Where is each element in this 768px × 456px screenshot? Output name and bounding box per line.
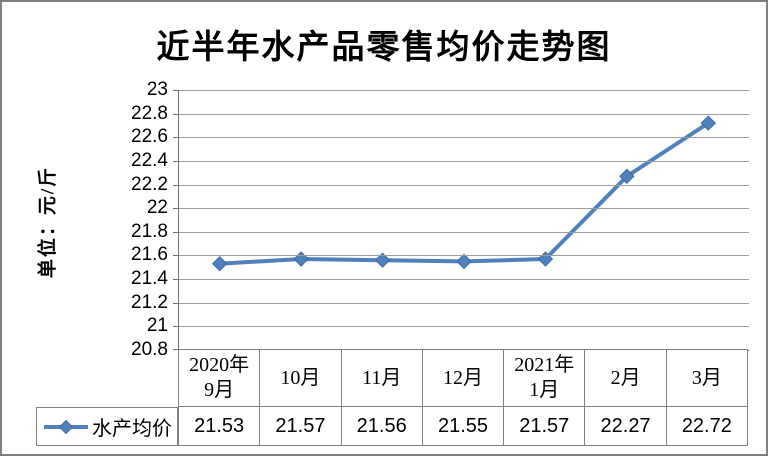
y-axis-tick-label: 21.2	[131, 291, 168, 313]
gridline	[179, 302, 749, 304]
y-axis-tick-mark	[173, 349, 179, 350]
gridline	[179, 326, 749, 328]
gridline	[179, 208, 749, 210]
y-axis-tick-label: 22	[146, 197, 168, 219]
y-axis-tick-label: 21	[146, 315, 168, 337]
table-header-cell: 12月	[422, 350, 505, 407]
legend-series-label: 水产均价	[92, 418, 172, 440]
gridline	[179, 113, 749, 115]
legend-line-marker-icon	[44, 419, 88, 434]
table-value-cell: 22.72	[666, 407, 748, 446]
table-header-cell: 2月	[585, 350, 667, 407]
y-axis-tick-label: 21.4	[131, 268, 168, 290]
gridline	[179, 184, 749, 186]
category-data-table: 2020年 9月 10月 11月 12月 2021年 1月 2月 3月 21.53 21.57 2…	[178, 349, 748, 446]
legend-cell: 水产均价	[36, 407, 178, 446]
y-axis-tick-labels: 23 22.8 22.6 22.4 22.2 22 21.8 21.6 21.4 21.2 21 20…	[2, 2, 172, 454]
gridline	[179, 231, 749, 233]
data-point-diamond-marker	[456, 253, 472, 270]
table-value-cell: 21.53	[179, 407, 261, 446]
plot-area	[173, 90, 749, 351]
gridline	[179, 137, 749, 139]
y-axis-tick-mark	[173, 279, 179, 281]
table-value-cell: 21.55	[422, 407, 505, 446]
table-value-cell: 22.27	[585, 407, 667, 446]
y-axis-tick-mark	[173, 113, 179, 115]
series-line	[219, 121, 710, 266]
price-line-series	[212, 115, 716, 272]
y-axis-tick-mark	[173, 137, 179, 139]
chart-title: 近半年水产品零售均价走势图	[156, 30, 612, 66]
table-header-cell: 2021年 1月	[504, 350, 586, 407]
y-axis-tick-mark	[173, 302, 179, 304]
y-axis-tick-label: 22.6	[131, 126, 168, 148]
table-header-cell: 3月	[666, 350, 748, 407]
y-axis-tick-mark	[173, 326, 179, 328]
y-axis-tick-mark	[173, 208, 179, 210]
y-axis-tick-label: 21.6	[131, 244, 168, 266]
table-header-cell: 10月	[260, 350, 342, 407]
y-axis-tick-label: 22.8	[131, 102, 168, 124]
y-axis-tick-label: 22.4	[131, 149, 168, 171]
table-header-cell: 2020年 9月	[179, 350, 261, 407]
y-axis-tick-mark	[173, 231, 179, 233]
table-value-cell: 21.57	[260, 407, 342, 446]
y-axis-tick-mark	[173, 184, 179, 186]
data-point-diamond-marker	[619, 168, 635, 184]
y-axis-tick-mark	[173, 160, 179, 162]
data-point-diamond-marker	[374, 252, 391, 268]
gridline	[179, 255, 749, 257]
y-axis-tick-mark	[173, 255, 179, 257]
y-axis-tick-mark	[173, 90, 179, 91]
y-axis-tick-label: 23	[146, 79, 168, 100]
table-value-cell: 21.56	[341, 407, 423, 446]
gridline	[179, 160, 749, 162]
table-value-cell: 21.57	[504, 407, 586, 446]
table-header-cell: 11月	[341, 350, 423, 407]
data-point-diamond-marker	[293, 251, 309, 267]
y-axis-tick-label: 21.8	[131, 220, 168, 242]
y-axis-tick-label: 22.2	[131, 173, 168, 195]
gridline	[179, 279, 749, 281]
data-point-diamond-marker	[212, 256, 228, 272]
gridline	[179, 90, 749, 91]
data-point-diamond-marker	[700, 115, 716, 131]
y-axis-tick-label: 20.8	[131, 339, 168, 360]
